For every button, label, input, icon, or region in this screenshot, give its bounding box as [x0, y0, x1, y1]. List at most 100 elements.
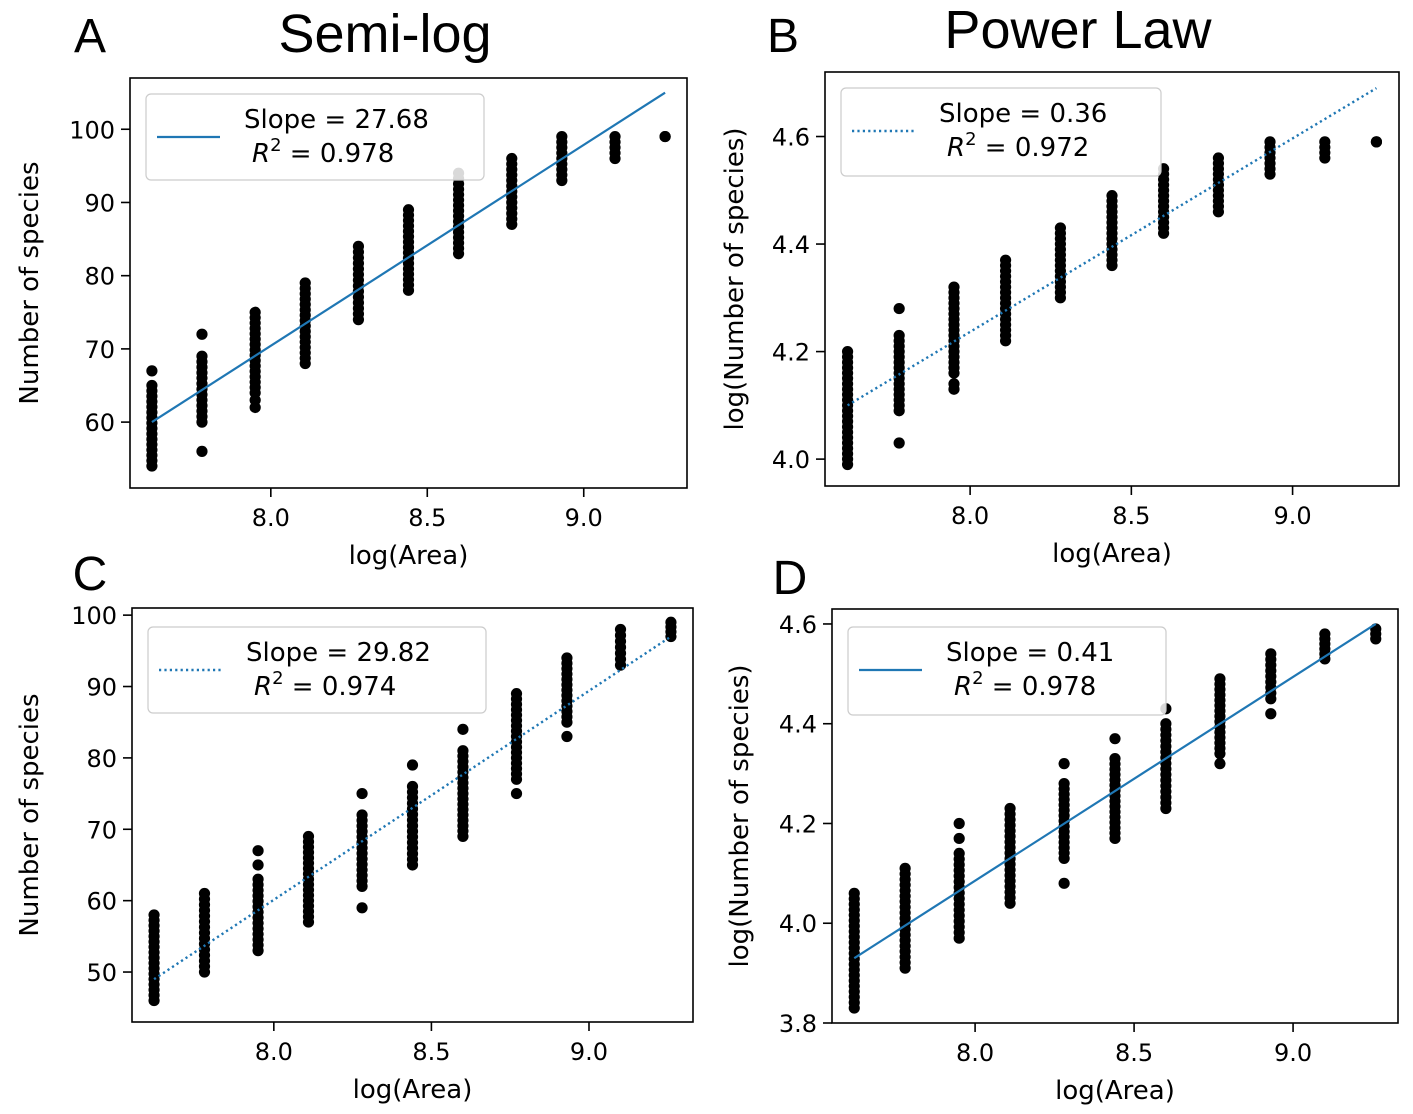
- data-point: [614, 623, 627, 636]
- y-tick-label: 4.4: [772, 231, 810, 259]
- x-axis-label-d: log(Area): [1055, 1076, 1175, 1106]
- y-tick-label: 3.8: [779, 1010, 817, 1038]
- panel-a: A 8.0 8.5 9.0 60 70 80 90 100 log(Area) Number of …: [15, 10, 688, 571]
- data-point: [1265, 648, 1277, 660]
- data-point: [1109, 733, 1121, 745]
- x-tick-label: 8.5: [1112, 502, 1150, 530]
- fit-line-d: [853, 623, 1377, 960]
- x-tick-label: 8.0: [255, 1038, 293, 1066]
- data-point: [1058, 877, 1070, 889]
- x-tick-label: 8.5: [412, 1038, 450, 1066]
- data-point: [893, 302, 905, 315]
- data-point: [893, 437, 905, 449]
- legend-box: [145, 93, 485, 181]
- data-point: [841, 345, 854, 358]
- column-title-power-law: Power Law: [944, 0, 1212, 60]
- data-point: [196, 350, 208, 362]
- data-point: [402, 204, 415, 216]
- data-point: [249, 394, 261, 406]
- y-tick-label: 90: [84, 189, 115, 217]
- legend-slope-text: Slope = 29.82: [246, 638, 431, 668]
- y-tick-label: 100: [69, 116, 115, 144]
- legend-r2-text: R2 = 0.978: [954, 668, 1096, 702]
- data-point: [510, 787, 523, 800]
- data-point: [893, 329, 905, 342]
- plot-frame-c: [131, 607, 694, 1023]
- data-point: [899, 862, 911, 874]
- y-tick-label: 60: [86, 888, 117, 916]
- data-point: [1212, 152, 1225, 164]
- data-point: [352, 240, 365, 252]
- data-point: [299, 277, 311, 289]
- y-tick-label: 80: [84, 263, 115, 291]
- data-point: [1319, 136, 1331, 148]
- x-tick-label: 8.0: [956, 1039, 994, 1067]
- panel-label-d: D: [773, 552, 808, 605]
- x-tick-label: 8.0: [252, 504, 290, 532]
- y-tick-label: 90: [86, 674, 117, 702]
- data-point: [252, 845, 264, 857]
- y-tick-label: 60: [84, 409, 115, 437]
- legend-slope-text: Slope = 27.68: [244, 105, 429, 135]
- panel-label-a: A: [74, 10, 106, 63]
- panel-c: C 8.0 8.5 9.0 50 60 70 80 90 100 log(Area) Number o…: [15, 548, 694, 1105]
- y-tick-label: 100: [71, 602, 117, 630]
- x-axis-label-c: log(Area): [353, 1075, 473, 1105]
- legend-r2-text: R2 = 0.978: [252, 135, 394, 169]
- x-tick-label: 8.5: [408, 504, 446, 532]
- y-tick-label: 70: [86, 816, 117, 844]
- data-point: [356, 809, 368, 821]
- data-point: [252, 859, 264, 871]
- x-tick-label: 9.0: [565, 504, 603, 532]
- x-axis-label-a: log(Area): [349, 541, 469, 571]
- data-point: [196, 328, 208, 340]
- y-tick-label: 4.4: [779, 711, 817, 739]
- data-point: [457, 723, 469, 735]
- data-point: [356, 787, 368, 800]
- data-point: [609, 130, 621, 143]
- data-point: [302, 830, 315, 843]
- plot-frame-b: [824, 71, 1400, 487]
- data-point: [1058, 758, 1070, 770]
- legend-r2-text: R2 = 0.972: [947, 129, 1089, 163]
- data-point: [510, 688, 523, 700]
- y-axis-label-a: Number of species: [15, 161, 45, 404]
- y-tick-label: 50: [86, 959, 117, 987]
- panel-b: B 8.0 8.5 9.0 4.0 4.2 4.4 4.6 log(Area) log(Numbe…: [720, 10, 1400, 569]
- legend-slope-text: Slope = 0.41: [946, 638, 1114, 668]
- data-point: [556, 130, 568, 143]
- x-tick-label: 9.0: [1273, 502, 1311, 530]
- x-tick-label: 8.5: [1115, 1039, 1153, 1067]
- data-point: [848, 887, 860, 899]
- data-point: [1214, 673, 1226, 685]
- legend-box: [147, 626, 487, 714]
- data-point: [249, 306, 261, 318]
- data-point: [406, 780, 419, 793]
- data-point: [953, 847, 965, 860]
- y-tick-label: 4.6: [772, 124, 810, 152]
- data-point: [561, 652, 573, 664]
- data-point: [457, 745, 469, 757]
- data-point: [146, 379, 158, 392]
- data-point: [196, 445, 208, 457]
- data-point: [1109, 753, 1121, 765]
- data-point: [953, 832, 965, 845]
- column-title-semi-log: Semi-log: [278, 4, 491, 64]
- data-point: [406, 759, 419, 771]
- fit-line-a: [151, 91, 666, 424]
- x-tick-label: 9.0: [1274, 1039, 1312, 1067]
- data-point: [948, 281, 960, 293]
- y-tick-label: 4.0: [779, 910, 817, 938]
- scatter-points-a: [146, 130, 671, 472]
- fit-line-c: [153, 635, 672, 981]
- data-point: [1106, 190, 1118, 202]
- plot-frame-d: [831, 608, 1399, 1024]
- data-point: [148, 909, 160, 921]
- data-point: [659, 130, 671, 143]
- y-tick-label: 4.2: [779, 810, 817, 838]
- scatter-points-b: [841, 136, 1383, 471]
